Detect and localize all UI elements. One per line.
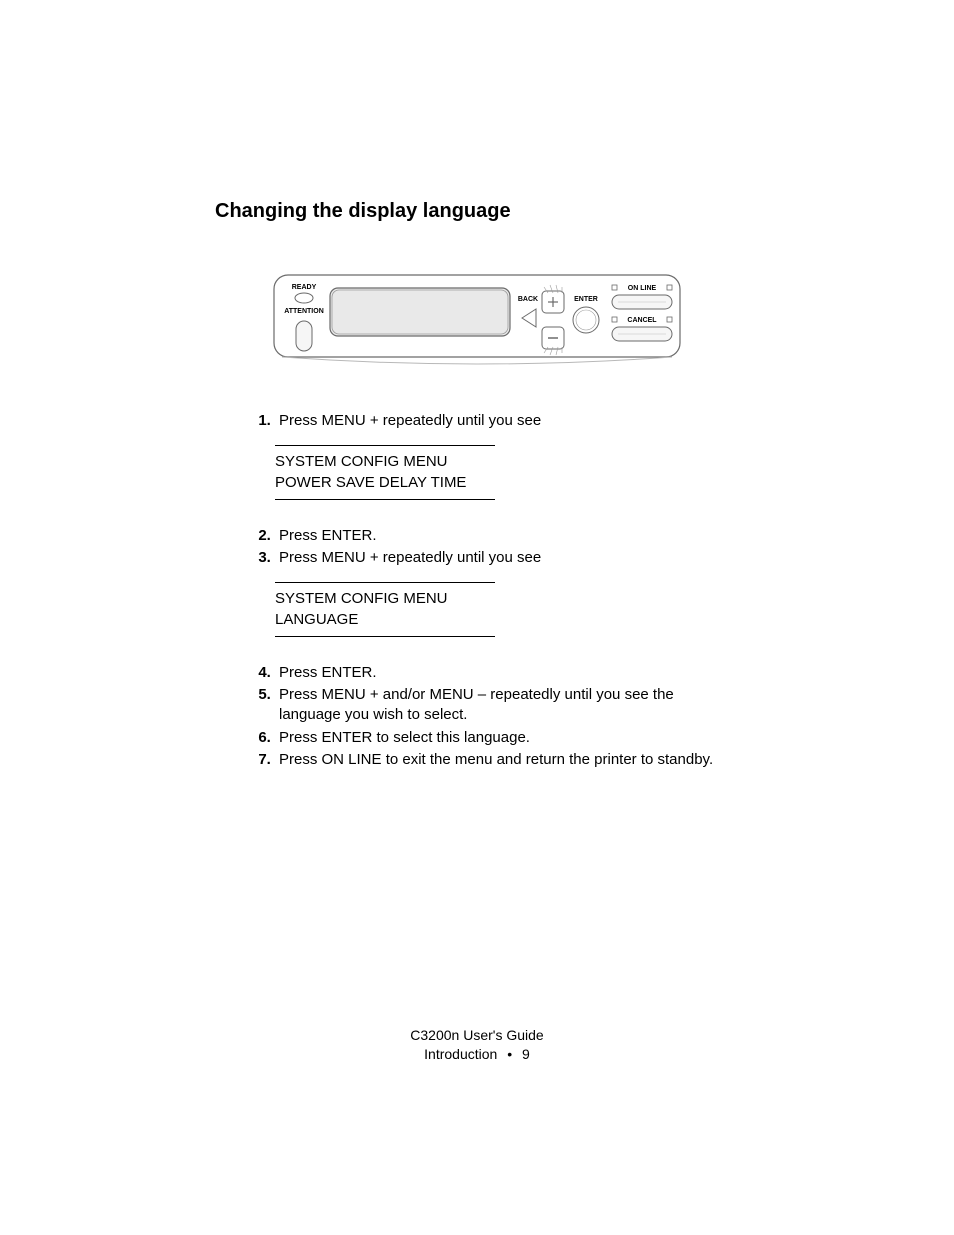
online-label: ON LINE <box>628 285 657 292</box>
section-heading: Changing the display language <box>215 200 739 223</box>
lcd-display-2-line-1: SYSTEM CONFIG MENU <box>275 589 495 609</box>
steps-list-2: Press ENTER. Press MENU + repeatedly unt… <box>215 526 739 569</box>
footer-bullet: • <box>501 1046 518 1062</box>
footer-guide-title: C3200n User's Guide <box>0 1026 954 1046</box>
back-label: BACK <box>518 296 538 303</box>
step-7: Press ON LINE to exit the menu and retur… <box>275 750 739 770</box>
step-6-text: Press ENTER to select this language. <box>279 729 530 746</box>
footer-page-number: 9 <box>522 1046 530 1062</box>
attention-button-icon <box>296 321 312 351</box>
step-2-text: Press ENTER. <box>279 527 377 544</box>
attention-label: ATTENTION <box>284 308 324 315</box>
step-7-text: Press ON LINE to exit the menu and retur… <box>279 751 713 768</box>
footer-section-line: Introduction • 9 <box>0 1045 954 1065</box>
footer-section: Introduction <box>424 1046 497 1062</box>
steps-list-1: Press MENU + repeatedly until you see <box>215 411 739 431</box>
step-1-text: Press MENU + repeatedly until you see <box>279 412 541 429</box>
step-5-text: Press MENU + and/or MENU – repeatedly un… <box>279 686 674 723</box>
control-panel-figure: READY ATTENTION BACK <box>215 273 739 371</box>
lcd-display-2: SYSTEM CONFIG MENU LANGUAGE <box>275 582 495 637</box>
lcd-display-1-line-1: SYSTEM CONFIG MENU <box>275 452 495 472</box>
cancel-label: CANCEL <box>627 317 657 324</box>
document-page: Changing the display language READY ATTE… <box>0 0 954 1235</box>
lcd-screen-icon <box>330 288 510 336</box>
step-4: Press ENTER. <box>275 663 739 683</box>
step-3: Press MENU + repeatedly until you see <box>275 548 739 568</box>
step-6: Press ENTER to select this language. <box>275 728 739 748</box>
ready-label: READY <box>292 284 317 291</box>
lcd-display-2-line-2: LANGUAGE <box>275 610 495 630</box>
page-footer: C3200n User's Guide Introduction • 9 <box>0 1026 954 1065</box>
step-3-text: Press MENU + repeatedly until you see <box>279 549 541 566</box>
enter-button-icon <box>573 307 599 333</box>
steps-list-3: Press ENTER. Press MENU + and/or MENU – … <box>215 663 739 770</box>
step-1: Press MENU + repeatedly until you see <box>275 411 739 431</box>
enter-label: ENTER <box>574 296 598 303</box>
step-5: Press MENU + and/or MENU – repeatedly un… <box>275 685 739 726</box>
lcd-display-1: SYSTEM CONFIG MENU POWER SAVE DELAY TIME <box>275 445 495 500</box>
step-4-text: Press ENTER. <box>279 664 377 681</box>
control-panel-svg: READY ATTENTION BACK <box>272 273 682 371</box>
lcd-display-1-line-2: POWER SAVE DELAY TIME <box>275 473 495 493</box>
step-2: Press ENTER. <box>275 526 739 546</box>
